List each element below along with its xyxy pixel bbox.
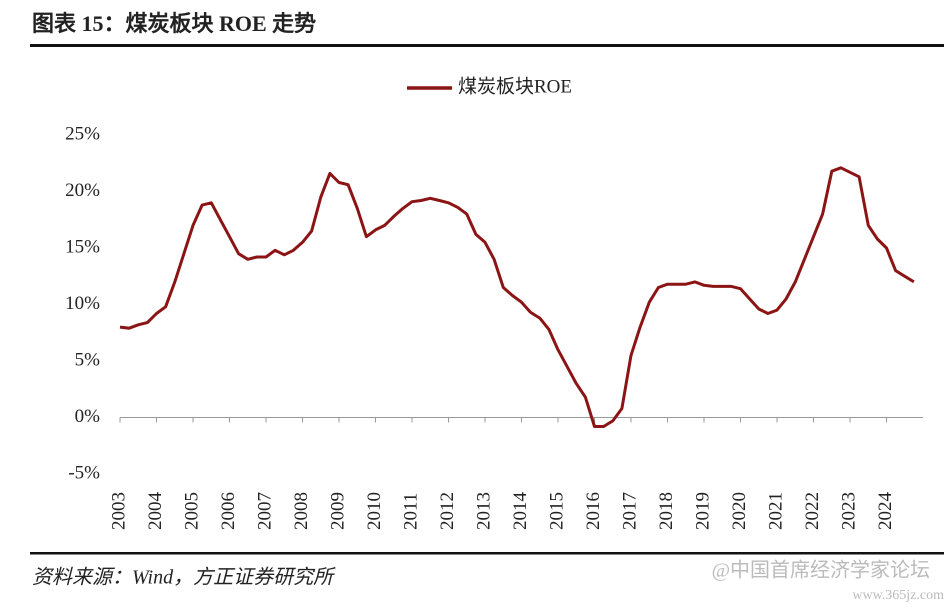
x-tick-label: 2023 [838,492,859,530]
y-tick-label: 15% [65,236,100,257]
chart-title: 图表 15：煤炭板块 ROE 走势 [32,11,316,36]
x-tick-label: 2020 [729,492,750,530]
data-line [119,166,915,428]
y-tick-label: 25% [65,123,100,144]
source-note: 资料来源：Wind，方正证券研究所 [32,567,336,589]
x-tick-label: 2008 [291,492,312,530]
x-tick-label: 2019 [692,492,713,530]
y-tick-label: 10% [65,293,100,314]
x-tick-label: 2024 [875,492,896,531]
watermark-url: www.365jz.com [852,588,944,603]
watermark: @中国首席经济学家论坛 [712,559,930,582]
y-tick-label: 0% [75,406,101,427]
y-tick-label: -5% [68,462,100,483]
x-tick-label: 2010 [364,492,385,530]
x-tick-label: 2018 [656,492,677,530]
x-tick-label: 2011 [400,493,421,530]
header-rule [30,44,944,47]
x-tick-label: 2021 [765,492,786,530]
legend-label: 煤炭板块ROE [458,75,572,97]
x-tick-label: 2022 [802,492,823,530]
x-tick-label: 2015 [546,492,567,530]
x-tick-label: 2006 [218,492,239,530]
x-tick-label: 2003 [108,492,129,530]
y-tick-label: 20% [65,180,100,201]
y-tick-label: 5% [75,349,101,370]
x-tick-label: 2014 [510,492,531,531]
x-tick-label: 2017 [619,492,640,530]
x-tick-label: 2012 [437,492,458,530]
x-tick-label: 2009 [327,492,348,530]
footer-rule [30,552,944,555]
x-tick-label: 2004 [145,492,166,531]
x-tick-label: 2005 [181,492,202,530]
x-tick-label: 2016 [583,492,604,530]
x-tick-label: 2013 [473,492,494,530]
x-tick-label: 2007 [254,492,275,530]
